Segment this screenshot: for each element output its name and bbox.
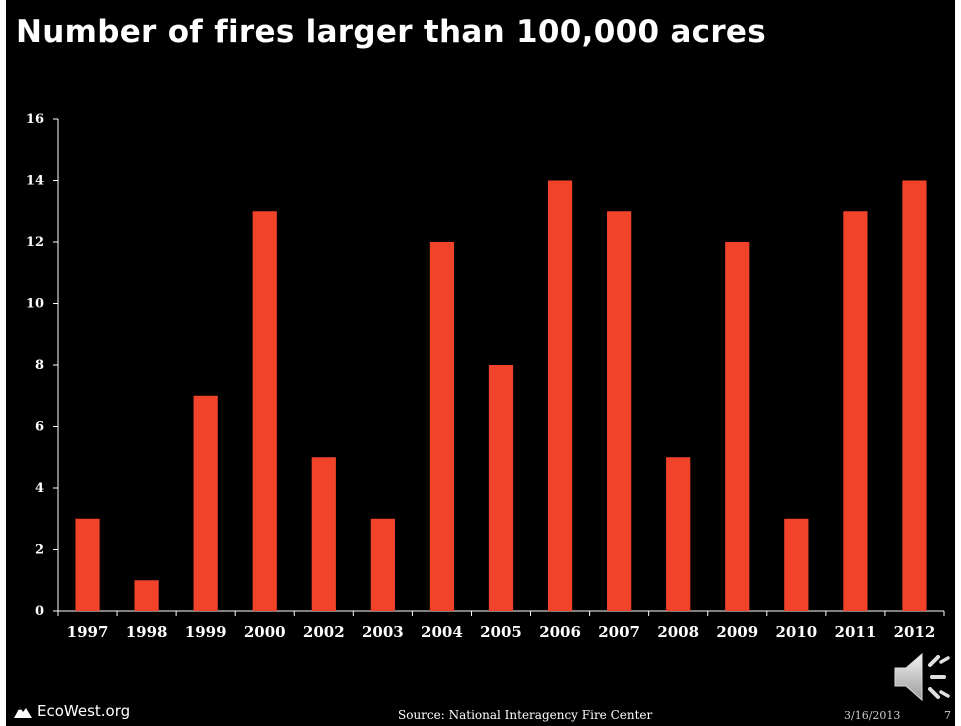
x-tick-label: 2005 xyxy=(480,623,522,641)
x-tick-label: 2012 xyxy=(894,623,936,641)
x-tick-label: 1999 xyxy=(185,623,227,641)
x-tick-label: 2002 xyxy=(303,623,345,641)
y-tick-label: 10 xyxy=(26,297,44,312)
bar-1999 xyxy=(193,395,218,611)
page-number: 7 xyxy=(944,709,951,722)
x-tick-label: 2008 xyxy=(657,623,699,641)
slide: Number of fires larger than 100,000 acre… xyxy=(6,0,955,726)
chart-title: Number of fires larger than 100,000 acre… xyxy=(16,14,767,50)
x-tick-label: 2006 xyxy=(539,623,581,641)
bar-2012 xyxy=(902,180,927,611)
x-tick-label: 1998 xyxy=(126,623,168,641)
bar-2006 xyxy=(547,180,573,611)
x-tick-label: 2004 xyxy=(421,623,463,641)
bar-2000 xyxy=(252,211,277,611)
y-tick-label: 4 xyxy=(35,481,44,496)
x-tick-label: 2010 xyxy=(775,623,817,641)
y-tick-label: 8 xyxy=(35,358,44,373)
x-tick-label: 2000 xyxy=(244,623,286,641)
y-tick-label: 12 xyxy=(26,235,44,250)
bar-2003 xyxy=(370,518,395,611)
x-tick-label: 2009 xyxy=(716,623,758,641)
bar-1997 xyxy=(75,518,100,611)
x-tick-label: 1997 xyxy=(67,623,109,641)
mountain-icon xyxy=(14,707,32,718)
bar-2009 xyxy=(725,242,750,611)
y-tick-label: 2 xyxy=(35,543,44,558)
source-note: Source: National Interagency Fire Center xyxy=(398,708,653,722)
speaker-icon[interactable] xyxy=(892,648,954,706)
y-tick-label: 6 xyxy=(35,420,44,435)
bar-2004 xyxy=(429,242,455,611)
y-tick-label: 16 xyxy=(26,112,44,127)
bar-2010 xyxy=(784,518,809,611)
ecowest-logo: EcoWest.org xyxy=(14,702,130,720)
slide-date: 3/16/2013 xyxy=(844,709,901,722)
x-tick-label: 2007 xyxy=(598,623,640,641)
y-tick-label: 14 xyxy=(26,174,44,189)
bar-chart: 0 2 4 6 8 10 12 14 16 1997 1998 1999 2000 2002 2003 200… xyxy=(26,112,945,641)
bar-2011 xyxy=(843,211,868,611)
bar-1998 xyxy=(134,580,159,611)
bar-2002 xyxy=(311,457,336,611)
x-tick-label: 2011 xyxy=(835,623,877,641)
y-tick-label: 0 xyxy=(35,604,44,619)
bar-2005 xyxy=(488,365,514,611)
x-tick-label: 2003 xyxy=(362,623,404,641)
bar-2007 xyxy=(607,211,632,611)
bar-2008 xyxy=(666,457,691,611)
logo-text: EcoWest.org xyxy=(37,702,131,720)
